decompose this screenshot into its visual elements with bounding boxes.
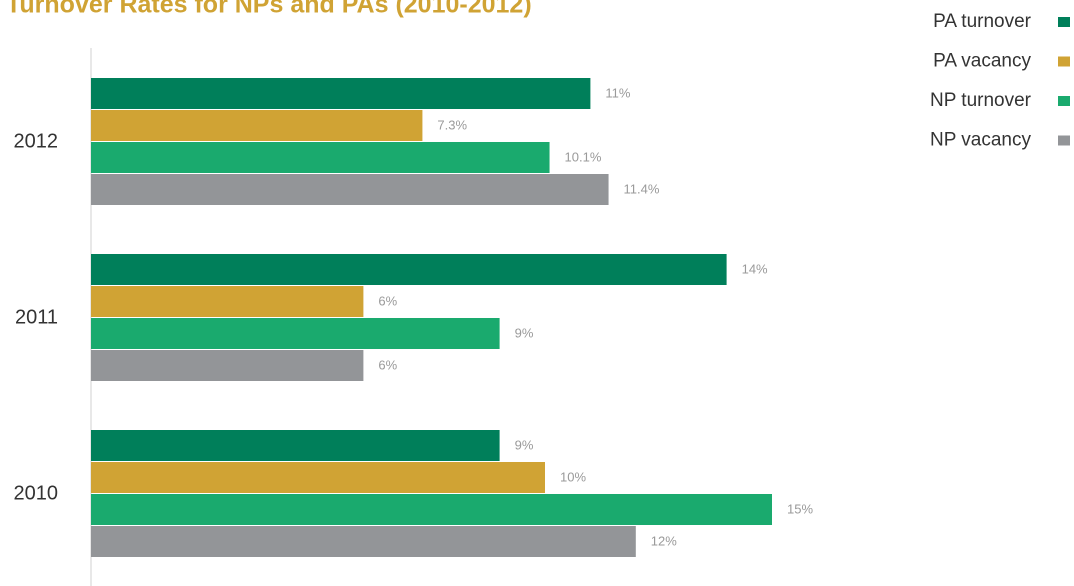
value-label: 6% bbox=[378, 357, 397, 372]
legend-swatch bbox=[1058, 17, 1070, 27]
category-label: 2010 bbox=[14, 482, 59, 504]
category-label: 2011 bbox=[15, 306, 58, 328]
value-label: 10.1% bbox=[565, 149, 602, 164]
value-label: 9% bbox=[515, 325, 534, 340]
bar bbox=[91, 110, 423, 141]
value-label: 6% bbox=[378, 293, 397, 308]
bar bbox=[91, 142, 550, 173]
value-label: 10% bbox=[560, 469, 586, 484]
value-label: 11% bbox=[605, 85, 630, 100]
bar bbox=[91, 78, 591, 109]
bar bbox=[91, 350, 364, 381]
value-label: 9% bbox=[515, 437, 534, 452]
bar bbox=[91, 494, 772, 525]
value-label: 12% bbox=[651, 533, 677, 548]
bar bbox=[91, 318, 500, 349]
chart-title: Turnover Rates for NPs and PAs (2010-201… bbox=[6, 0, 532, 19]
category-label: 2012 bbox=[14, 130, 59, 152]
bar bbox=[91, 254, 727, 285]
legend-label: PA turnover bbox=[933, 11, 1032, 32]
bar bbox=[91, 526, 636, 557]
legend-label: PA vacancy bbox=[933, 51, 1031, 72]
legend-swatch bbox=[1058, 56, 1070, 67]
value-label: 7.3% bbox=[437, 117, 467, 132]
value-label: 15% bbox=[787, 501, 813, 516]
bar bbox=[91, 430, 500, 461]
legend-swatch bbox=[1058, 135, 1070, 146]
value-label: 14% bbox=[742, 261, 768, 276]
value-label: 11.4% bbox=[624, 181, 660, 196]
bar bbox=[91, 462, 545, 493]
legend-label: NP vacancy bbox=[930, 130, 1032, 151]
bar bbox=[91, 174, 609, 205]
legend-swatch bbox=[1058, 96, 1070, 106]
bar bbox=[91, 286, 364, 317]
legend-label: NP turnover bbox=[930, 90, 1032, 111]
